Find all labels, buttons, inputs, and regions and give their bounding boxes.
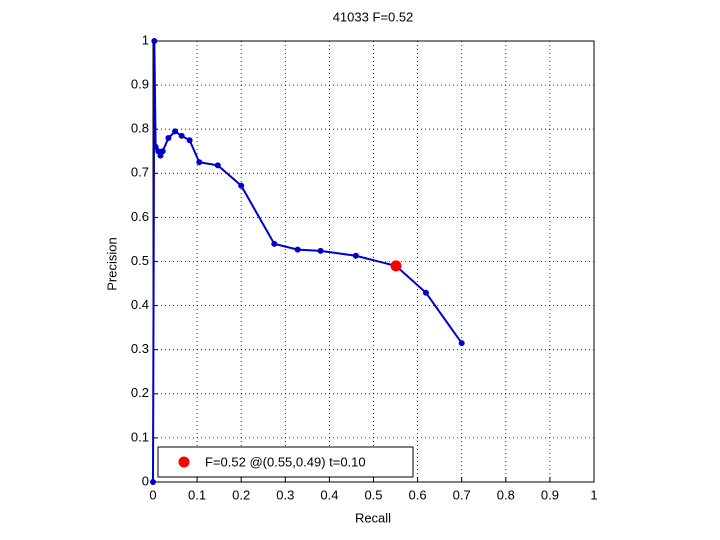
data-point — [152, 143, 159, 150]
y-tick-label: 0.5 — [131, 253, 149, 268]
y-tick-label: 0.2 — [131, 385, 149, 400]
x-tick-label: 0.5 — [364, 487, 382, 502]
chart-title: 41033 F=0.52 — [333, 9, 414, 24]
data-point — [172, 128, 179, 135]
data-point — [150, 479, 156, 485]
data-point — [214, 162, 221, 169]
y-tick-label: 0.9 — [131, 77, 149, 92]
data-point — [294, 246, 301, 253]
legend-box — [157, 446, 414, 478]
x-tick-label: 0.9 — [541, 487, 559, 502]
data-point — [458, 340, 465, 347]
x-tick-label: 0.2 — [232, 487, 250, 502]
x-tick-label: 0.7 — [453, 487, 471, 502]
x-tick-label: 0.3 — [276, 487, 294, 502]
x-tick-label: 0.8 — [497, 487, 515, 502]
data-point — [271, 240, 278, 247]
x-tick-label: 0.1 — [188, 487, 206, 502]
y-tick-label: 0.6 — [131, 209, 149, 224]
x-tick-label: 1 — [590, 487, 597, 502]
y-tick-label: 0 — [142, 473, 149, 488]
x-axis-label: Recall — [355, 510, 391, 525]
data-point — [238, 182, 245, 189]
legend-marker — [178, 456, 190, 468]
data-point — [390, 260, 402, 272]
y-tick-label: 0.8 — [131, 121, 149, 136]
x-tick-label: 0.6 — [409, 487, 427, 502]
y-tick-label: 0.7 — [131, 165, 149, 180]
data-point — [178, 132, 185, 139]
y-tick-label: 0.4 — [131, 297, 149, 312]
data-point — [165, 135, 172, 142]
y-axis-label: Precision — [104, 237, 119, 290]
data-point — [317, 247, 324, 254]
legend-label: F=0.52 @(0.55,0.49) t=0.10 — [205, 454, 366, 469]
data-point — [352, 252, 359, 259]
x-tick-label: 0.4 — [320, 487, 338, 502]
y-tick-label: 0.3 — [131, 341, 149, 356]
y-tick-label: 1 — [142, 32, 149, 47]
y-tick-label: 0.1 — [131, 429, 149, 444]
data-point — [422, 289, 429, 296]
data-point — [186, 137, 193, 144]
x-tick-label: 0 — [149, 487, 156, 502]
data-point — [159, 148, 166, 155]
data-point — [151, 38, 158, 44]
data-point — [196, 159, 203, 166]
